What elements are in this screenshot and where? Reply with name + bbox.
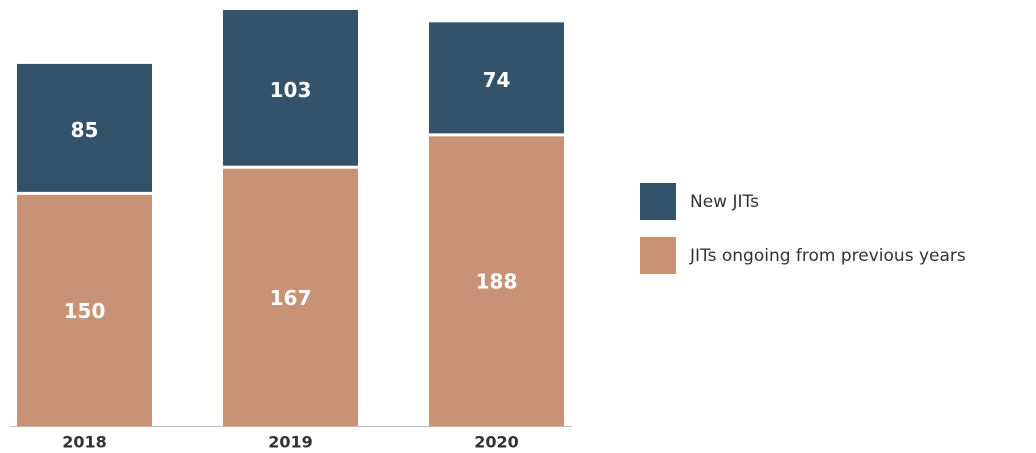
x-tick-label: 2018 (62, 433, 107, 452)
bar-segment (223, 168, 358, 426)
legend-label: New JITs (690, 192, 759, 212)
bar-segment (17, 63, 152, 192)
legend-label: JITs ongoing from previous years (689, 246, 966, 266)
data-label: 167 (270, 286, 312, 310)
x-tick-label: 2020 (474, 433, 519, 452)
bar-segment (429, 136, 564, 426)
data-label: 150 (64, 299, 106, 323)
data-label: 103 (270, 78, 312, 102)
x-tick-label: 2019 (268, 433, 313, 452)
legend-swatch (640, 183, 676, 220)
data-label: 74 (483, 68, 511, 92)
bar-segment (429, 22, 564, 134)
data-label: 85 (71, 118, 99, 142)
data-label: 188 (476, 270, 518, 294)
bar-segment (17, 194, 152, 426)
legend-swatch (640, 237, 676, 274)
bar-segment (223, 10, 358, 166)
